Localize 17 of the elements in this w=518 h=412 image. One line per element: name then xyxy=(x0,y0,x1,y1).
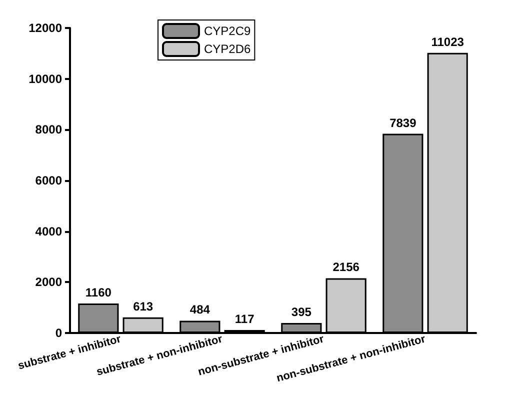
data-label: 117 xyxy=(234,312,255,326)
data-label: 1160 xyxy=(85,286,112,300)
data-label: 484 xyxy=(190,302,210,317)
y-tick-label: 10000 xyxy=(28,72,62,86)
legend-label: CYP2D6 xyxy=(204,42,252,56)
y-tick-label: 12000 xyxy=(28,21,62,35)
y-tick-label: 2000 xyxy=(35,275,62,290)
data-label: 7839 xyxy=(390,116,417,130)
data-label: 11023 xyxy=(431,34,464,49)
y-tick-label: 4000 xyxy=(35,224,62,238)
data-label: 613 xyxy=(133,299,154,314)
y-tick-label: 8000 xyxy=(35,122,62,137)
data-label: 395 xyxy=(291,304,312,319)
y-tick-label: 0 xyxy=(55,326,62,340)
data-label: 2156 xyxy=(332,260,360,274)
legend-label: CYP2C9 xyxy=(204,24,252,38)
y-tick-label: 6000 xyxy=(35,174,62,188)
